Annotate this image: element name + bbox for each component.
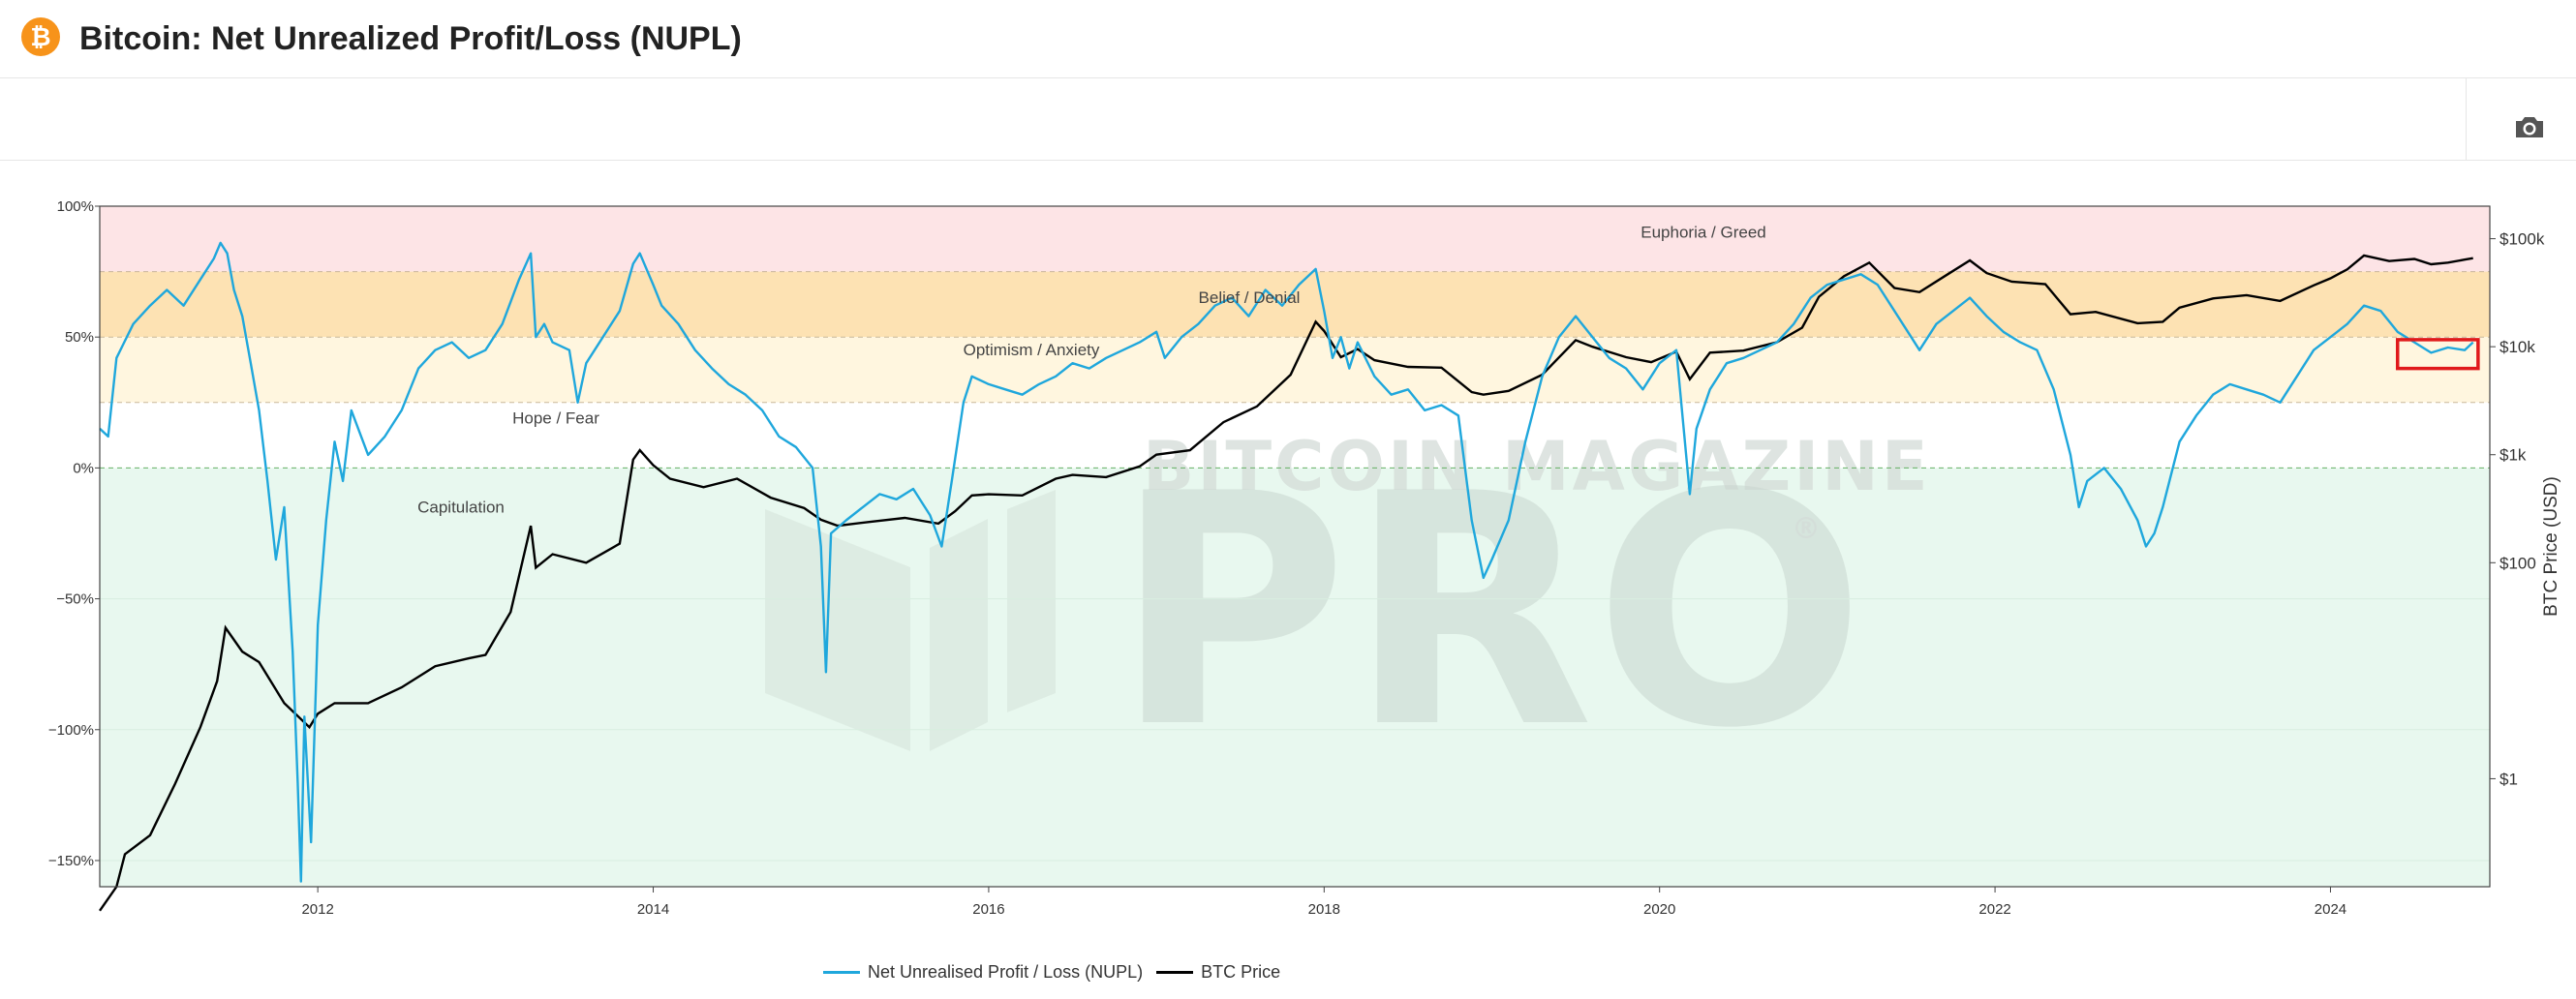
- y-right-tick-label-0: $100k: [2499, 230, 2545, 249]
- highlight-box: [2395, 338, 2480, 371]
- zone-band-4: [100, 468, 2490, 887]
- zone-band-0: [100, 206, 2490, 272]
- legend: Net Unrealised Profit / Loss (NUPL) BTC …: [823, 960, 1294, 984]
- y-left-tick-label-3: −50%: [56, 591, 94, 608]
- y-left-tick-label-1: 50%: [65, 329, 94, 346]
- legend-item-btc-price[interactable]: BTC Price: [1156, 962, 1280, 983]
- y-right-tick-label-1: $10k: [2499, 338, 2535, 356]
- y-right-tick-label-3: $100: [2499, 554, 2536, 572]
- nupl-chart[interactable]: BITCOIN MAGAZINE PRO ® 2012 2014 2016 2018 2…: [0, 161, 2576, 999]
- camera-icon-graphic: [2516, 117, 2543, 137]
- legend-swatch-nupl: [823, 970, 860, 974]
- nupl-line: [99, 241, 2474, 883]
- y-right-tick-label-4: $1: [2499, 770, 2518, 788]
- x-tick-label-6: 2024: [2315, 901, 2346, 918]
- sentiment-zones: [100, 206, 2490, 887]
- legend-label-btc-price: BTC Price: [1201, 961, 1281, 982]
- btc-price-line: [99, 254, 2473, 912]
- watermark-registered: ®: [1792, 512, 1824, 546]
- watermark-logo-icon: [765, 490, 1056, 751]
- x-tick-label-2: 2016: [972, 901, 1004, 918]
- watermark: BITCOIN MAGAZINE PRO ®: [765, 426, 1931, 798]
- x-tick-label-3: 2018: [1308, 901, 1340, 918]
- legend-swatch-btc-price: [1156, 970, 1194, 974]
- camera-icon[interactable]: [2512, 112, 2547, 141]
- zone-label-3: Hope / Fear: [512, 409, 599, 427]
- y-left-tick-label-2: 0%: [73, 460, 94, 476]
- zone-labels: Euphoria / Greed Belief / Denial Optimism …: [417, 223, 1766, 516]
- x-tick-label-1: 2014: [637, 901, 669, 918]
- watermark-line2: PRO: [1114, 426, 1866, 798]
- y-right-tick-label-2: $1k: [2499, 446, 2527, 465]
- zone-band-2: [100, 337, 2490, 403]
- header: ₿ Bitcoin: Net Unrealized Profit/Loss (N…: [0, 0, 2576, 78]
- axes: 2012 2014 2016 2018 2020 2022 2024 100% 50% 0% −50…: [48, 198, 2561, 918]
- legend-label-nupl: Net Unrealised Profit / Loss (NUPL): [868, 961, 1144, 982]
- bitcoin-logo-icon: ₿: [21, 17, 60, 56]
- x-tick-label-5: 2022: [1978, 901, 2010, 918]
- toolbar-divider: [2466, 78, 2467, 160]
- x-tick-label-4: 2020: [1643, 901, 1675, 918]
- zone-label-0: Euphoria / Greed: [1641, 223, 1765, 241]
- highlight-layer: [2395, 338, 2480, 371]
- y-left-tick-label-4: −100%: [48, 722, 94, 739]
- series-layer: [99, 241, 2474, 912]
- y-right-axis-title: BTC Price (USD): [2541, 476, 2561, 617]
- page-title: Bitcoin: Net Unrealized Profit/Loss (NUP…: [79, 20, 742, 57]
- x-tick-label-0: 2012: [301, 901, 333, 918]
- legend-item-nupl[interactable]: Net Unrealised Profit / Loss (NUPL): [823, 962, 1143, 983]
- watermark-line1: BITCOIN MAGAZINE: [1143, 427, 1931, 506]
- zone-label-2: Optimism / Anxiety: [964, 341, 1100, 359]
- zone-band-1: [100, 271, 2490, 338]
- zone-label-4: Capitulation: [417, 498, 505, 516]
- plot-border: [99, 205, 2491, 888]
- zone-band-3: [100, 402, 2490, 469]
- y-left-tick-label-0: 100%: [57, 198, 94, 215]
- chart-toolbar: [0, 78, 2576, 161]
- y-left-tick-label-5: −150%: [48, 853, 94, 869]
- zone-label-1: Belief / Denial: [1199, 288, 1301, 307]
